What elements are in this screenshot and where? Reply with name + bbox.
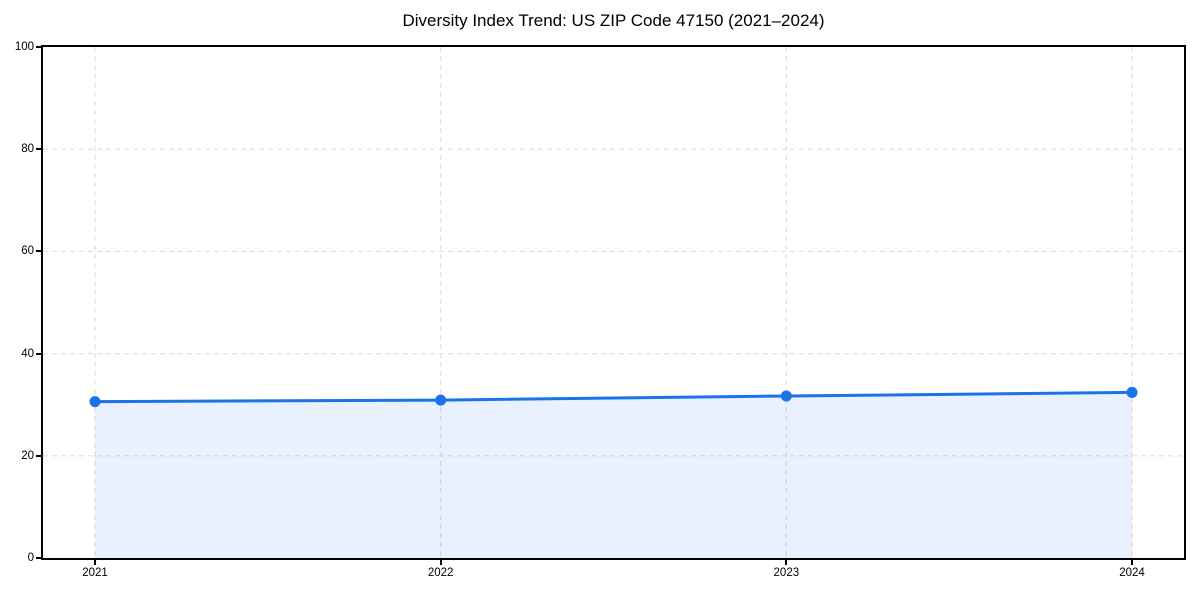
- y-tick-label: 100: [14, 41, 34, 53]
- x-tick-mark: [439, 560, 442, 565]
- x-tick-label: 2021: [82, 567, 108, 579]
- y-tick-mark: [36, 250, 41, 253]
- chart-title: Diversity Index Trend: US ZIP Code 47150…: [402, 11, 825, 30]
- data-point-marker: [1126, 386, 1138, 398]
- y-tick-label: 0: [27, 552, 34, 564]
- y-tick-mark: [36, 148, 41, 151]
- x-tick-label: 2022: [427, 567, 454, 579]
- data-point-marker: [780, 390, 792, 402]
- y-tick-label: 60: [21, 245, 34, 258]
- trend-line: [93, 390, 1134, 404]
- y-tick-label: 40: [21, 347, 34, 360]
- y-tick-mark: [36, 454, 41, 457]
- y-tick-mark: [36, 352, 41, 355]
- area-fill: [95, 392, 1132, 558]
- x-tick-label: 2023: [773, 567, 800, 579]
- data-point-marker: [435, 394, 447, 406]
- data-point-marker: [89, 396, 101, 408]
- y-tick-mark: [36, 46, 41, 48]
- plot-area: [41, 45, 1186, 560]
- y-tick-mark: [36, 557, 41, 559]
- x-tick-mark: [94, 560, 96, 565]
- x-tick-mark: [785, 560, 788, 565]
- y-tick-label: 80: [21, 143, 34, 156]
- y-tick-label: 20: [21, 449, 34, 462]
- x-tick-mark: [1131, 560, 1133, 565]
- x-tick-label: 2024: [1119, 567, 1145, 579]
- trend-line-chart: [43, 47, 1184, 558]
